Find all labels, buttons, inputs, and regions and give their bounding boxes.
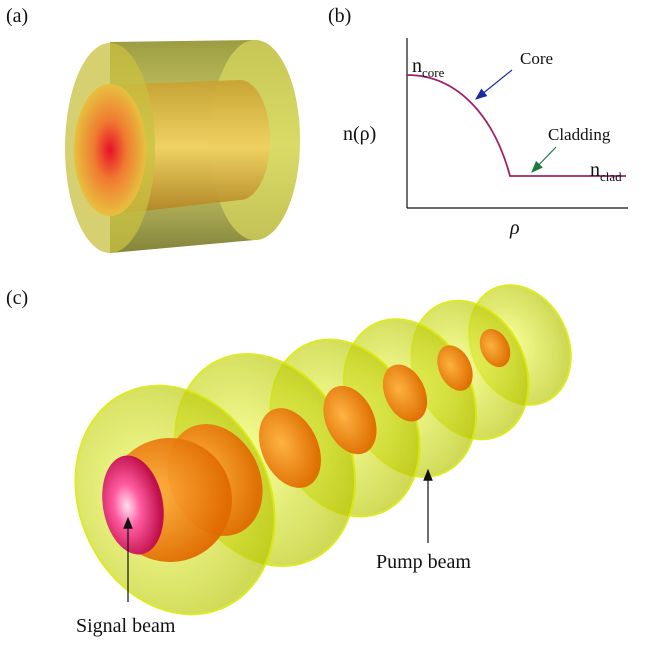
panel-label: (a) (6, 5, 28, 27)
panel-label: (b) (328, 5, 351, 27)
y-axis-label: n(ρ) (343, 123, 376, 145)
figure: (a) (b) ncore nclad Core Cladding n(ρ) ρ… (0, 0, 657, 647)
pump-annotation: Pump beam (376, 551, 471, 573)
x-axis-label: ρ (509, 217, 520, 239)
profile-plot: ncore nclad Core Cladding n(ρ) ρ (343, 38, 628, 239)
fiber-cylinder (65, 40, 300, 253)
beam-illustration (39, 269, 590, 647)
panel-label: (c) (6, 287, 28, 309)
n-core-label: ncore (412, 55, 445, 80)
cladding-annotation: Cladding (548, 125, 611, 144)
n-clad-label: nclad (590, 159, 622, 184)
signal-annotation: Signal beam (76, 615, 176, 637)
core-annotation: Core (520, 49, 553, 68)
